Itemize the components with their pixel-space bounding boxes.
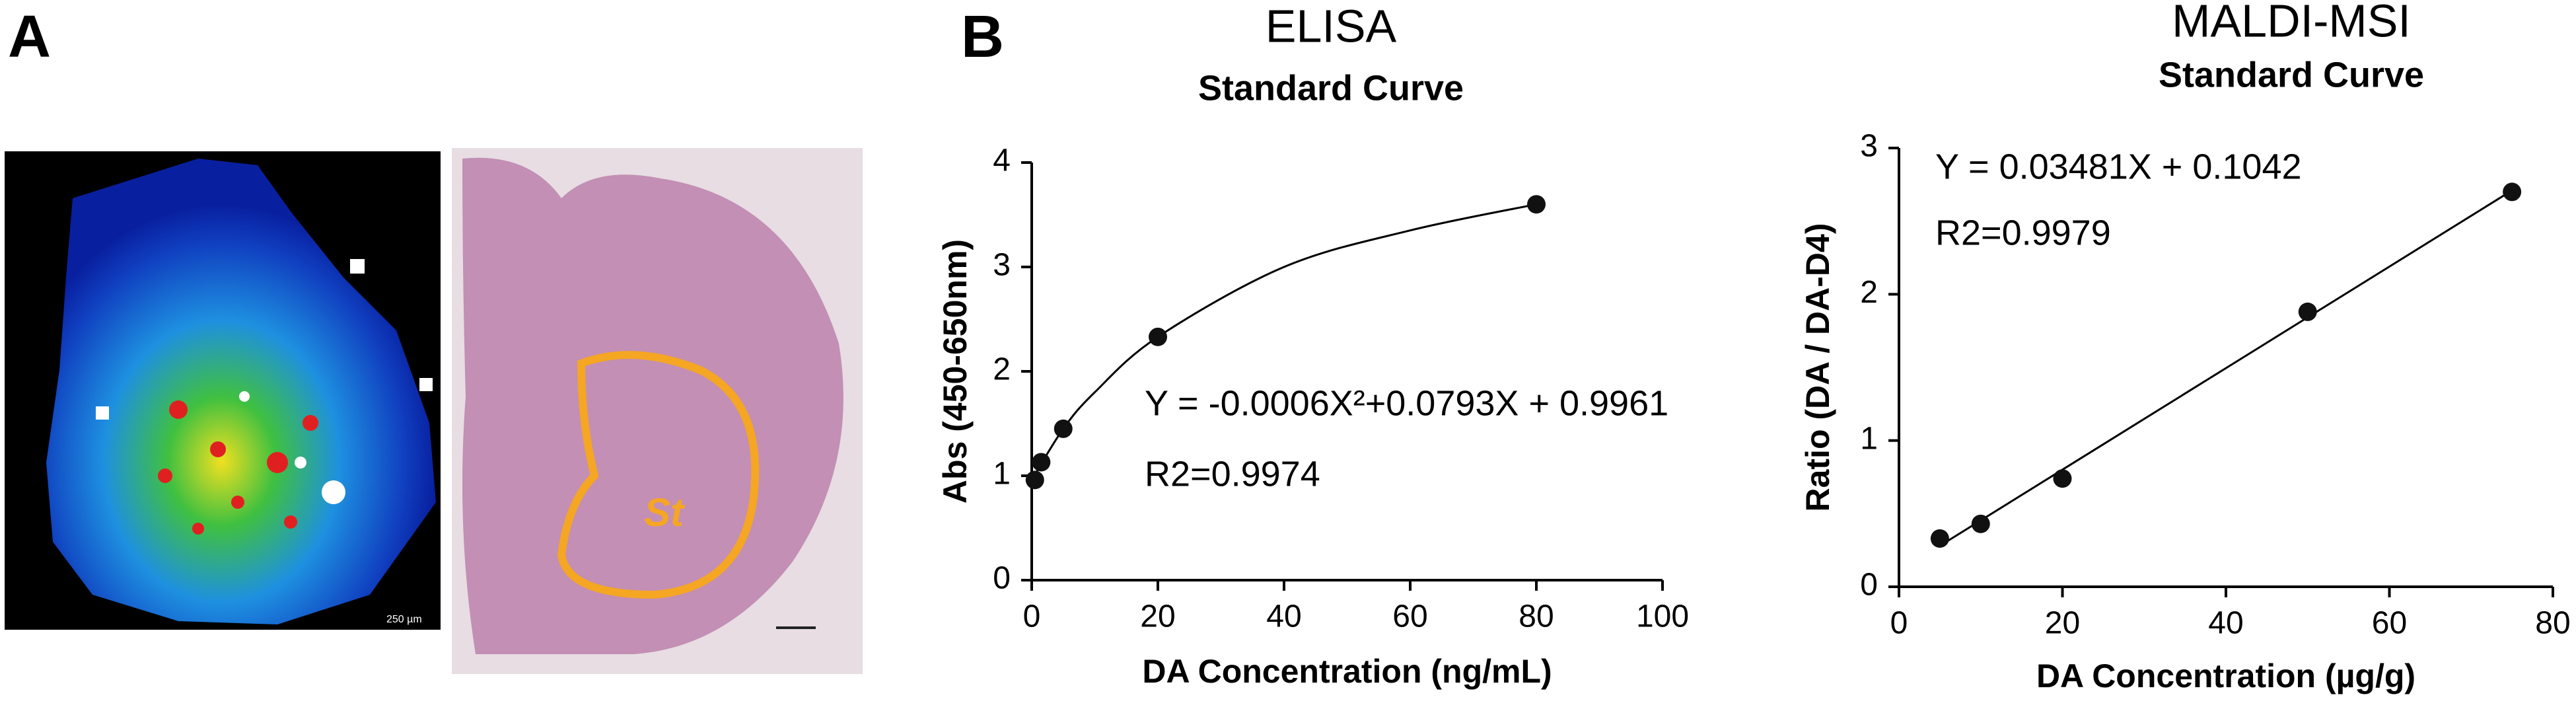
data-point <box>1032 453 1051 472</box>
y-tick-label: 3 <box>1860 129 1878 164</box>
y-tick-label: 2 <box>993 352 1011 387</box>
x-axis-label: DA Concentration (ng/mL) <box>1142 653 1552 690</box>
y-axis-label: Abs (450-650nm) <box>937 239 974 504</box>
x-tick-label: 0 <box>1890 606 1908 641</box>
y-tick-label: 0 <box>993 561 1011 596</box>
heatmap-hotspots <box>158 400 318 535</box>
data-point <box>2298 302 2317 321</box>
scale-bar-label: 250 µm <box>386 614 422 625</box>
chart-subtitle: Standard Curve <box>1198 68 1464 108</box>
data-point <box>1025 470 1044 490</box>
fit-curve <box>1939 189 2513 547</box>
x-tick-label: 80 <box>1519 599 1554 634</box>
region-label: St <box>644 490 686 535</box>
data-point <box>1149 327 1167 346</box>
x-tick-label: 20 <box>1140 599 1175 634</box>
annotation: R2=0.9979 <box>1935 213 2111 252</box>
x-tick-label: 60 <box>2372 606 2407 641</box>
panel-label: A <box>8 4 51 70</box>
y-tick-label: 1 <box>1860 421 1878 456</box>
y-tick-label: 2 <box>1860 275 1878 310</box>
y-tick-label: 0 <box>1860 568 1878 603</box>
data-point <box>1930 529 1949 548</box>
x-tick-label: 0 <box>1023 599 1041 634</box>
fit-curve <box>1030 203 1537 481</box>
annotation: Y = 0.03481X + 0.1042 <box>1935 147 2302 186</box>
chart-title: MALDI-MSI <box>2172 0 2411 46</box>
x-axis-label: DA Concentration (µg/g) <box>2036 657 2415 694</box>
x-tick-label: 100 <box>1636 599 1689 634</box>
data-point <box>1971 514 1990 533</box>
annotation: Y = -0.0006X²+0.0793X + 0.9961 <box>1145 383 1668 423</box>
data-point <box>1054 419 1073 438</box>
x-tick-label: 40 <box>2208 606 2243 641</box>
x-tick-label: 80 <box>2535 606 2570 641</box>
y-tick-label: 3 <box>993 248 1011 283</box>
panel-label: B <box>961 4 1004 70</box>
striatum-outline <box>557 351 760 599</box>
annotation: R2=0.9974 <box>1145 454 1320 494</box>
x-tick-label: 60 <box>1392 599 1427 634</box>
y-axis-label: Ratio (DA / DA-D4) <box>1799 223 1836 511</box>
data-point <box>2503 182 2522 202</box>
data-point <box>1527 195 1546 214</box>
y-tick-label: 1 <box>993 457 1011 492</box>
heatmap-blob <box>46 159 436 624</box>
heatmap-saturated <box>96 259 433 504</box>
data-point <box>2053 469 2072 488</box>
chart-subtitle: Standard Curve <box>2159 55 2424 94</box>
y-tick-label: 4 <box>993 143 1011 178</box>
x-tick-label: 20 <box>2045 606 2080 641</box>
x-tick-label: 40 <box>1266 599 1301 634</box>
chart-title: ELISA <box>1266 0 1397 52</box>
